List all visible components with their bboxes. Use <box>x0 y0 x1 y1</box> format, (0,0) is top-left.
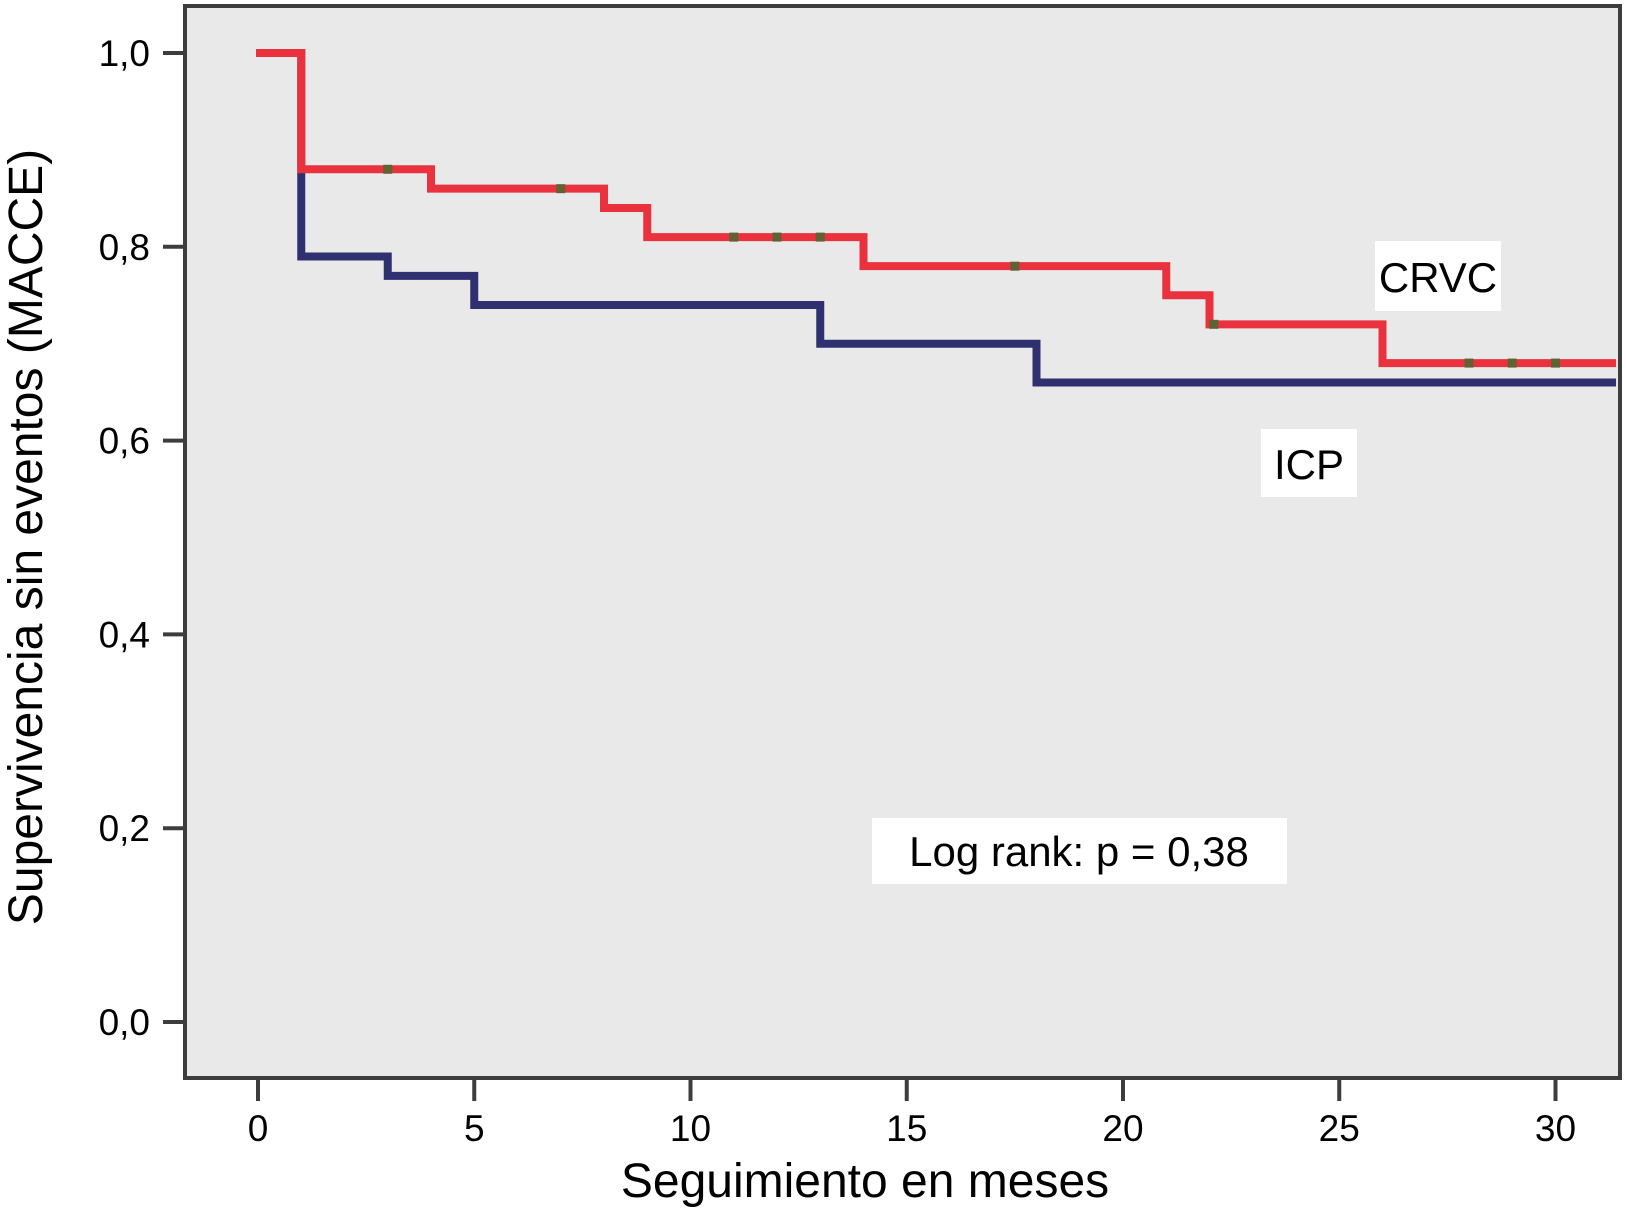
tick-labels: 0,0 0,2 0,4 0,6 0,8 1,0 0 5 10 15 20 25 30 <box>99 33 1577 1149</box>
crvc-censor-mark <box>556 184 566 194</box>
x-tick-label: 5 <box>464 1108 485 1149</box>
censor-marks <box>383 164 1560 368</box>
crvc-censor-mark <box>772 232 782 242</box>
crvc-censor-mark <box>729 232 739 242</box>
log-rank-annotation: Log rank: p = 0,38 <box>872 818 1287 884</box>
survival-curves <box>256 49 1617 387</box>
crvc-censor-mark <box>815 232 825 242</box>
crvc-curve <box>256 49 1617 368</box>
crvc-censor-mark <box>1464 358 1474 368</box>
crvc-censor-mark <box>1209 319 1219 329</box>
x-axis-title: Seguimiento en meses <box>621 1155 1109 1208</box>
x-tick-label: 0 <box>248 1108 269 1149</box>
plot-area <box>185 6 1620 1078</box>
icp-label-text: ICP <box>1274 441 1344 488</box>
x-tick-label: 10 <box>670 1108 711 1149</box>
y-axis-title: Supervivencia sin eventos (MACCE) <box>0 149 53 925</box>
x-tick-label: 25 <box>1319 1108 1360 1149</box>
y-tick-label: 0,2 <box>99 808 150 849</box>
crvc-censor-mark <box>1551 358 1560 368</box>
y-tick-label: 1,0 <box>99 33 150 74</box>
y-tick-label: 0,4 <box>99 614 150 655</box>
icp-label: ICP <box>1261 429 1357 497</box>
axis-ticks <box>163 51 1558 1101</box>
crvc-censor-mark <box>383 164 393 174</box>
plot-border <box>183 4 1622 1080</box>
y-tick-label: 0,0 <box>99 1002 150 1043</box>
crvc-censor-mark <box>1507 358 1517 368</box>
icp-label-box <box>1261 429 1357 497</box>
crvc-label: CRVC <box>1375 241 1501 311</box>
x-tick-label: 15 <box>886 1108 927 1149</box>
x-tick-label: 20 <box>1102 1108 1143 1149</box>
x-tick-label: 30 <box>1535 1108 1576 1149</box>
log-rank-text: Log rank: p = 0,38 <box>909 828 1249 875</box>
crvc-label-text: CRVC <box>1379 254 1497 301</box>
log-rank-box <box>872 818 1287 884</box>
icp-curve <box>256 49 1617 387</box>
crvc-censor-mark <box>1010 261 1020 271</box>
crvc-label-box <box>1375 241 1501 311</box>
y-tick-label: 0,8 <box>99 227 150 268</box>
y-tick-label: 0,6 <box>99 421 150 462</box>
